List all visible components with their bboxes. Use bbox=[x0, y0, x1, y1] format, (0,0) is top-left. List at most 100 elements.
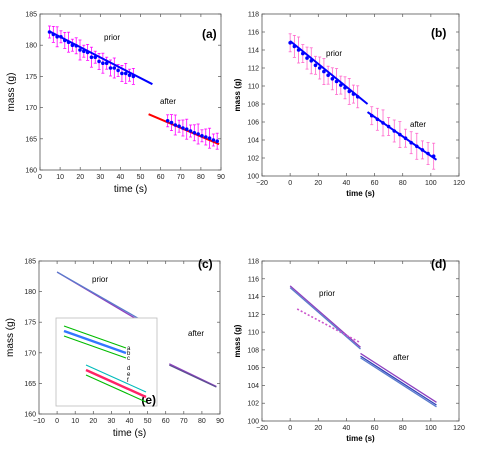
data-point bbox=[326, 73, 330, 77]
data-point bbox=[131, 74, 136, 79]
data-point bbox=[301, 51, 305, 56]
data-point bbox=[426, 151, 430, 156]
y-tick-label: 160 bbox=[24, 412, 36, 419]
series-prior-1 bbox=[289, 287, 361, 350]
y-axis-label: mass (g) bbox=[5, 318, 16, 357]
inset-label-b: b bbox=[127, 351, 131, 357]
inset-label-e: e bbox=[127, 372, 131, 378]
data-point bbox=[165, 119, 170, 123]
y-tick-label: 112 bbox=[248, 312, 259, 319]
y-tick-label: 165 bbox=[24, 381, 36, 388]
series-prior-dashed-2 bbox=[296, 308, 361, 344]
x-tick-label: 80 bbox=[197, 174, 205, 181]
y-tick-label: 114 bbox=[248, 48, 259, 55]
data-point bbox=[55, 35, 59, 39]
x-axis-label: time (s) bbox=[113, 428, 146, 439]
x-tick-label: 60 bbox=[371, 425, 379, 432]
data-point bbox=[347, 89, 352, 94]
data-point bbox=[322, 69, 326, 74]
annotation-prior: prior bbox=[92, 275, 108, 284]
data-point bbox=[203, 135, 208, 139]
data-point bbox=[375, 117, 380, 122]
series-after-3 bbox=[169, 364, 217, 388]
series-line bbox=[360, 355, 437, 406]
series-prior-0 bbox=[289, 285, 361, 348]
y-tick-label: 104 bbox=[247, 383, 259, 390]
inset-line-a bbox=[63, 325, 127, 349]
x-tick-label: 40 bbox=[343, 425, 351, 432]
inset-label-f: f bbox=[127, 378, 129, 384]
data-point bbox=[309, 59, 314, 63]
x-tick-label: 0 bbox=[288, 425, 292, 432]
series-line bbox=[289, 287, 361, 350]
x-axis-label: time (s) bbox=[114, 184, 147, 195]
data-point bbox=[431, 154, 436, 158]
data-point bbox=[173, 123, 178, 127]
y-axis-label: mass (g) bbox=[233, 78, 242, 111]
data-point bbox=[334, 79, 339, 84]
data-point bbox=[51, 32, 56, 37]
x-tick-label: 50 bbox=[137, 174, 145, 181]
y-tick-label: 108 bbox=[247, 102, 259, 109]
data-point bbox=[112, 66, 117, 70]
series-after-3 bbox=[360, 352, 437, 403]
series-line bbox=[360, 357, 437, 408]
data-point bbox=[97, 59, 101, 64]
data-point bbox=[339, 83, 343, 87]
y-tick-label: 100 bbox=[247, 174, 259, 181]
x-tick-label: 40 bbox=[126, 418, 134, 425]
panel-a: 0 10 20 30 40 50 60 70 80 90 160 165 170 175 180 185 tim… bbox=[6, 12, 225, 196]
data-point bbox=[47, 30, 52, 34]
panel-d: −20 0 20 40 60 80 100 120 100 102 104 106 108 110 112 1… bbox=[233, 257, 465, 443]
data-point bbox=[101, 61, 105, 65]
x-tick-label: 80 bbox=[399, 425, 407, 432]
inset-label-d: d bbox=[127, 366, 130, 372]
annotation-after: after bbox=[410, 120, 426, 129]
data-point bbox=[420, 148, 425, 152]
data-point bbox=[66, 40, 71, 44]
data-point bbox=[169, 120, 174, 125]
y-tick-label: 110 bbox=[248, 84, 259, 91]
y-tick-label: 175 bbox=[24, 320, 36, 327]
x-tick-label: −20 bbox=[256, 180, 268, 187]
data-point bbox=[355, 95, 360, 99]
x-tick-label: 20 bbox=[89, 418, 97, 425]
y-tick-label: 106 bbox=[247, 365, 259, 372]
data-point bbox=[74, 44, 78, 48]
x-tick-label: 10 bbox=[56, 174, 64, 181]
panel-tag: (b) bbox=[431, 26, 446, 40]
series-after-4 bbox=[360, 357, 437, 408]
inset-label-c: c bbox=[127, 356, 130, 362]
series-prior-0 bbox=[47, 25, 153, 86]
series-after-5 bbox=[360, 355, 437, 406]
panel-tag: (d) bbox=[431, 257, 446, 271]
y-tick-label: 104 bbox=[247, 138, 259, 145]
y-tick-label: 118 bbox=[248, 12, 259, 19]
data-point bbox=[398, 132, 402, 137]
data-point bbox=[82, 49, 86, 53]
fit-line bbox=[49, 30, 153, 86]
x-tick-label: 10 bbox=[71, 418, 79, 425]
x-tick-label: 70 bbox=[180, 418, 188, 425]
y-tick-label: 116 bbox=[248, 30, 259, 37]
x-tick-label: 60 bbox=[157, 174, 165, 181]
data-point bbox=[181, 126, 185, 130]
series-prior-1 bbox=[56, 271, 139, 320]
x-tick-label: 70 bbox=[177, 174, 185, 181]
data-point bbox=[403, 136, 408, 140]
data-point bbox=[351, 92, 356, 96]
x-tick-label: 0 bbox=[38, 174, 42, 181]
y-tick-label: 108 bbox=[247, 347, 259, 354]
y-tick-label: 110 bbox=[248, 330, 259, 337]
y-axis-label: mass (g) bbox=[233, 324, 242, 357]
x-tick-label: 20 bbox=[314, 180, 322, 187]
x-tick-label: 100 bbox=[425, 425, 437, 432]
panel-tag: (a) bbox=[202, 27, 217, 41]
x-tick-label: 20 bbox=[314, 425, 322, 432]
series-line bbox=[289, 285, 361, 348]
data-point bbox=[317, 66, 322, 70]
data-point bbox=[89, 55, 94, 59]
data-point bbox=[188, 129, 193, 133]
y-axis-label: mass (g) bbox=[6, 73, 17, 112]
